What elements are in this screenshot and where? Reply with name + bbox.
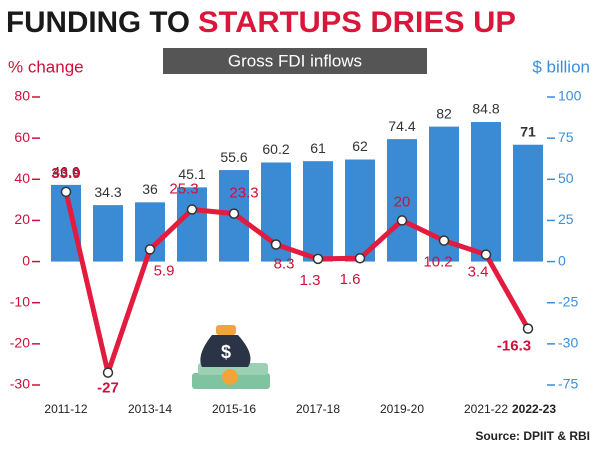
bar (177, 187, 207, 262)
subtitle: Gross FDI inflows (228, 51, 362, 70)
bar (513, 144, 543, 262)
x-tick-label: 2013-14 (128, 402, 172, 416)
y-tick-label: 20 (14, 211, 30, 227)
y2-tick-label: -75 (558, 376, 578, 392)
y-axis-label: % change (8, 57, 84, 76)
y2-tick-label: 25 (558, 211, 574, 227)
bar-value-label: 84.8 (472, 101, 499, 117)
x-tick-label: 2022-23 (512, 402, 556, 416)
line-marker (186, 204, 198, 215)
line-marker (438, 235, 450, 246)
icon-symbol: $ (221, 342, 231, 362)
bar (345, 159, 375, 262)
y-tick-label: 0 (22, 252, 30, 268)
line-marker (396, 215, 408, 226)
subtitle-box (163, 48, 427, 74)
bar-value-label: 60.2 (262, 141, 289, 157)
bar-value-label: 45.1 (178, 166, 205, 182)
money-bag-icon: $ (192, 325, 270, 389)
x-tick-label: 2021-22 (464, 402, 508, 416)
line-marker (354, 253, 366, 264)
y-tick-label: -30 (10, 376, 30, 392)
title-part: FUNDING TO (6, 6, 190, 39)
line-marker (480, 249, 492, 260)
icon-bag (200, 335, 251, 367)
icon-coin (222, 369, 238, 385)
bar-value-label: 62 (352, 138, 368, 154)
line-value-label: 5.9 (154, 262, 175, 279)
y-tick-label: 80 (14, 88, 30, 104)
bar-value-label: 74.4 (388, 118, 415, 134)
bar-value-label: 36 (142, 181, 158, 197)
line-value-label: -16.3 (497, 338, 531, 355)
line-value-label: 10.2 (423, 254, 452, 271)
y2-tick-label: -30 (558, 335, 578, 351)
y2-tick-label: -25 (558, 293, 578, 309)
y2-tick-label: 75 (558, 129, 574, 145)
line-marker (228, 208, 240, 219)
bar (471, 122, 501, 262)
bar (387, 139, 417, 262)
line-marker (60, 186, 72, 198)
bar (303, 161, 333, 262)
bar-value-label: 55.6 (220, 149, 247, 165)
bar-value-label: 46.6 (52, 164, 79, 180)
line-value-label: 1.6 (340, 271, 361, 288)
line-marker (102, 367, 114, 378)
bar-value-label: 82 (436, 105, 452, 121)
line-marker (312, 253, 324, 265)
x-tick-label: 2019-20 (380, 402, 424, 416)
line-marker (522, 323, 534, 334)
y2-axis-label: $ billion (532, 57, 590, 76)
line-value-label: 8.3 (274, 255, 295, 272)
y2-tick-label: 0 (558, 252, 566, 268)
y-tick-label: 40 (14, 170, 30, 186)
line (63, 191, 531, 376)
y2-tick-label: 50 (558, 170, 574, 186)
line-value-label: 25.3 (169, 180, 198, 197)
source: Source: DPIIT & RBI (475, 429, 590, 443)
x-tick-label: 2015-16 (212, 402, 256, 416)
x-tick-label: 2017-18 (296, 402, 340, 416)
line-value-label: 1.3 (300, 272, 321, 289)
bar-value-label: 34.3 (94, 184, 121, 200)
line-marker (144, 244, 156, 255)
y-tick-label: 60 (14, 129, 30, 145)
line-value-label: 3.4 (468, 264, 489, 281)
y-tick-label: -10 (10, 293, 30, 309)
line-marker (270, 239, 282, 250)
title-part: STARTUPS DRIES UP (198, 6, 516, 39)
line-value-label: 23.3 (229, 185, 258, 202)
line-value-label: 33.9 (51, 165, 80, 182)
y-tick-label: -20 (10, 335, 30, 351)
y2-tick-label: 100 (558, 88, 582, 104)
bar (93, 205, 123, 262)
x-tick-label: 2011-12 (44, 402, 87, 416)
icon-tie (216, 325, 236, 335)
bar-value-label: 71 (520, 123, 536, 139)
line-value-label: 20 (394, 193, 411, 210)
bar-value-label: 61 (310, 140, 326, 156)
line-value-label: -27 (97, 380, 119, 397)
